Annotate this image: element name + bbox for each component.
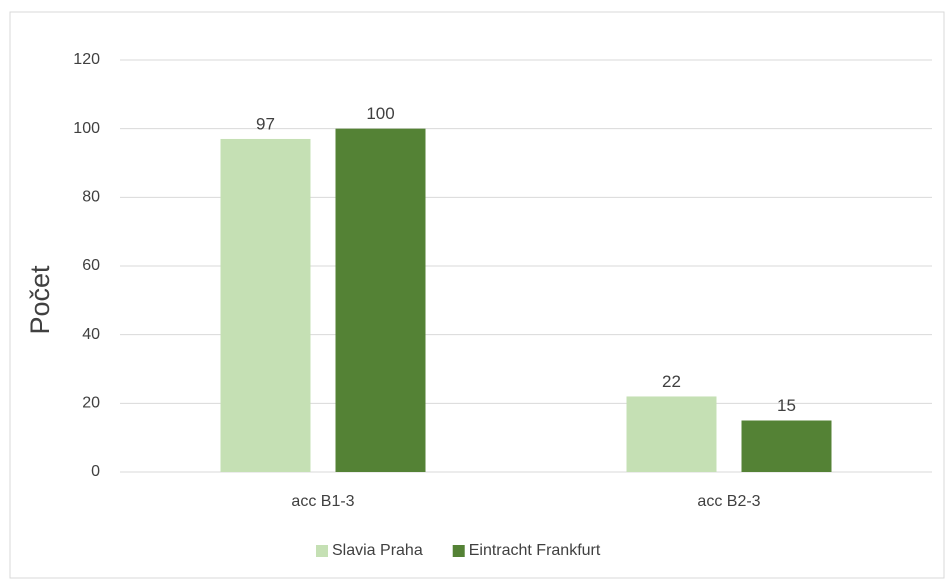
legend-label: Eintracht Frankfurt	[469, 542, 601, 559]
data-label: 97	[256, 114, 275, 133]
bar	[220, 138, 311, 472]
chart-frame	[9, 11, 945, 579]
bar	[741, 420, 832, 472]
y-tick-label: 0	[91, 463, 100, 480]
bar	[626, 396, 717, 472]
y-tick-label: 120	[73, 51, 100, 68]
data-label: 100	[366, 104, 394, 123]
y-tick-label: 80	[82, 189, 100, 206]
legend-label: Slavia Praha	[332, 542, 423, 559]
bar	[335, 128, 426, 472]
legend-swatch	[316, 545, 328, 557]
x-tick-label: acc B1-3	[291, 493, 354, 510]
y-tick-label: 60	[82, 257, 100, 274]
y-tick-label: 40	[82, 326, 100, 343]
y-axis-label: Počet	[25, 265, 55, 335]
y-tick-label: 100	[73, 120, 100, 137]
y-tick-label: 20	[82, 395, 100, 412]
data-label: 22	[662, 372, 681, 391]
x-tick-label: acc B2-3	[697, 493, 760, 510]
data-label: 15	[777, 396, 796, 415]
legend-swatch	[452, 545, 465, 557]
